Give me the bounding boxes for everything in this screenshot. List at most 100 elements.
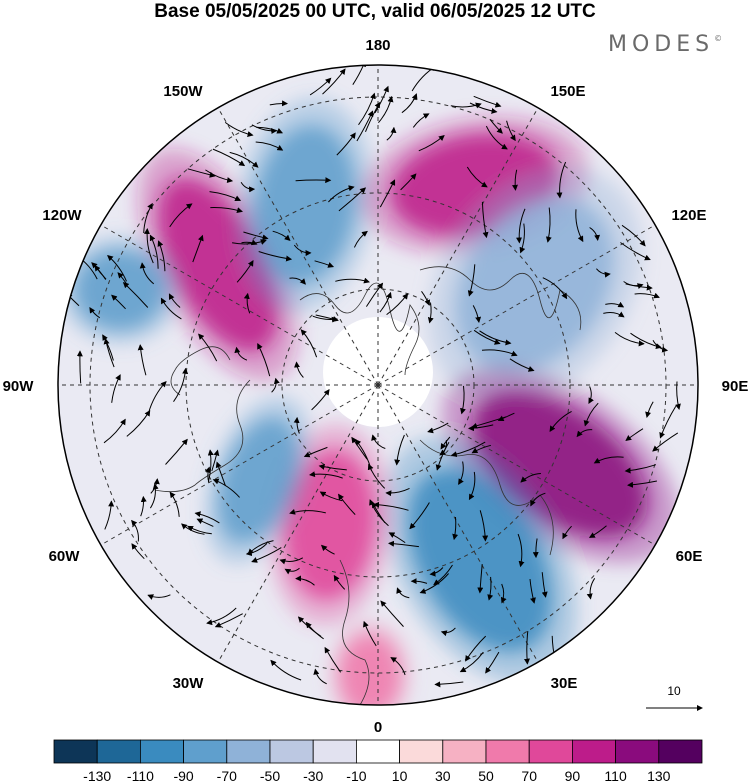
wind-vector	[529, 579, 536, 604]
colorbar-box	[399, 739, 444, 764]
wind-vector	[295, 575, 315, 586]
meridian-line-2	[377, 224, 656, 386]
anomaly-pos-westsiberia	[472, 392, 648, 538]
wind-vector	[452, 516, 459, 541]
wind-vector	[147, 594, 171, 600]
wind-vector	[236, 260, 254, 283]
wind-vector	[471, 444, 492, 454]
wind-vector	[520, 473, 541, 483]
colorbar-tick-label: 90	[565, 768, 581, 783]
wind-vector	[421, 291, 431, 306]
wind-vector	[367, 463, 386, 489]
wind-vector	[418, 134, 445, 152]
wind-vector	[675, 381, 681, 410]
wind-vector	[385, 487, 410, 497]
lon-label-90e: 90E	[722, 378, 749, 395]
anomaly-neg-pacific	[75, 250, 165, 330]
wind-vector	[623, 281, 644, 289]
colorbar-boxes	[53, 739, 703, 764]
wind-vector	[576, 429, 593, 438]
lon-label-180: 180	[365, 37, 390, 54]
colorbar-tick-label: 50	[478, 768, 494, 783]
wind-vector	[440, 627, 456, 637]
wind-vector	[427, 422, 449, 434]
wind-vector	[322, 68, 346, 95]
wind-vector	[489, 118, 503, 134]
wind-vector	[289, 277, 306, 285]
wind-vector	[506, 120, 516, 142]
wind-vector	[516, 208, 526, 244]
lon-label-150e: 150E	[550, 83, 585, 100]
wind-vector	[459, 651, 484, 673]
colorbar-tick-label: 30	[435, 768, 451, 783]
wind-vector	[324, 646, 342, 673]
wind-vector	[117, 272, 128, 285]
wind-vector	[131, 543, 145, 560]
wind-vector	[352, 65, 366, 85]
wind-vector	[374, 85, 389, 114]
wind-vector	[371, 434, 386, 449]
wind-vector	[140, 495, 147, 517]
wind-vector	[294, 361, 304, 378]
wind-vector	[388, 532, 406, 544]
wind-vector	[433, 564, 453, 586]
wind-vector	[652, 432, 679, 452]
wind-vector	[89, 306, 101, 319]
wind-vector	[122, 282, 149, 308]
wind-vector	[257, 343, 271, 377]
wind-vector	[187, 168, 216, 178]
wind-vector	[603, 311, 625, 318]
colorbar-box	[139, 739, 184, 764]
wind-vector	[545, 207, 552, 243]
meridian-line-10	[100, 224, 379, 386]
wind-vector	[309, 471, 343, 479]
wind-vector	[335, 277, 370, 284]
colorbar-tick-label: 10	[392, 768, 408, 783]
wind-vector	[605, 301, 625, 308]
colorbar-box	[528, 739, 573, 764]
wind-vector	[229, 151, 259, 168]
lon-label-30w: 30W	[173, 675, 205, 692]
wind-vector	[365, 101, 381, 132]
colorbar: -130 -110 -90 -70 -50 -30 -10 10 30 50 70 90 110 130	[53, 739, 703, 783]
graticule	[58, 65, 698, 705]
wind-vector	[255, 141, 284, 151]
wind-vector	[187, 525, 212, 535]
wind-vector	[630, 332, 662, 350]
lon-label-60e: 60E	[676, 548, 703, 565]
wind-vector	[251, 124, 278, 135]
wind-vector	[485, 125, 508, 150]
wind-vector	[481, 201, 489, 239]
colorbar-tick-label: -50	[260, 768, 280, 783]
wind-vector	[243, 231, 269, 241]
wind-vector	[336, 132, 356, 156]
wind-vector	[460, 385, 466, 415]
colorbar-box	[226, 739, 271, 764]
colorbar-box	[183, 739, 228, 764]
meridian-line-5	[377, 384, 539, 663]
wind-vector	[243, 292, 251, 314]
colorbar-box	[442, 739, 487, 764]
lon-label-30e: 30E	[551, 675, 578, 692]
wind-vector	[241, 239, 258, 246]
wind-vector	[380, 600, 404, 627]
wind-vector	[169, 203, 193, 228]
wind-vector	[621, 224, 646, 247]
wind-vector	[205, 169, 234, 183]
map-disc	[58, 65, 698, 705]
wind-vector	[358, 92, 376, 126]
wind-vector	[234, 346, 248, 361]
wind-vector	[435, 441, 450, 471]
wind-vector	[365, 282, 384, 307]
colorbar-box	[312, 739, 357, 764]
coastline-greenland	[170, 346, 231, 396]
wind-vector	[556, 161, 567, 199]
wind-vector	[198, 333, 218, 362]
coastline-arctic-canada	[299, 282, 420, 376]
meridian-line-1	[377, 107, 539, 386]
lon-label-0: 0	[374, 719, 382, 735]
wind-vector	[589, 227, 601, 241]
anomaly-pos-atlantic	[284, 450, 376, 600]
wind-vector	[394, 434, 405, 466]
wind-vector	[94, 264, 107, 280]
